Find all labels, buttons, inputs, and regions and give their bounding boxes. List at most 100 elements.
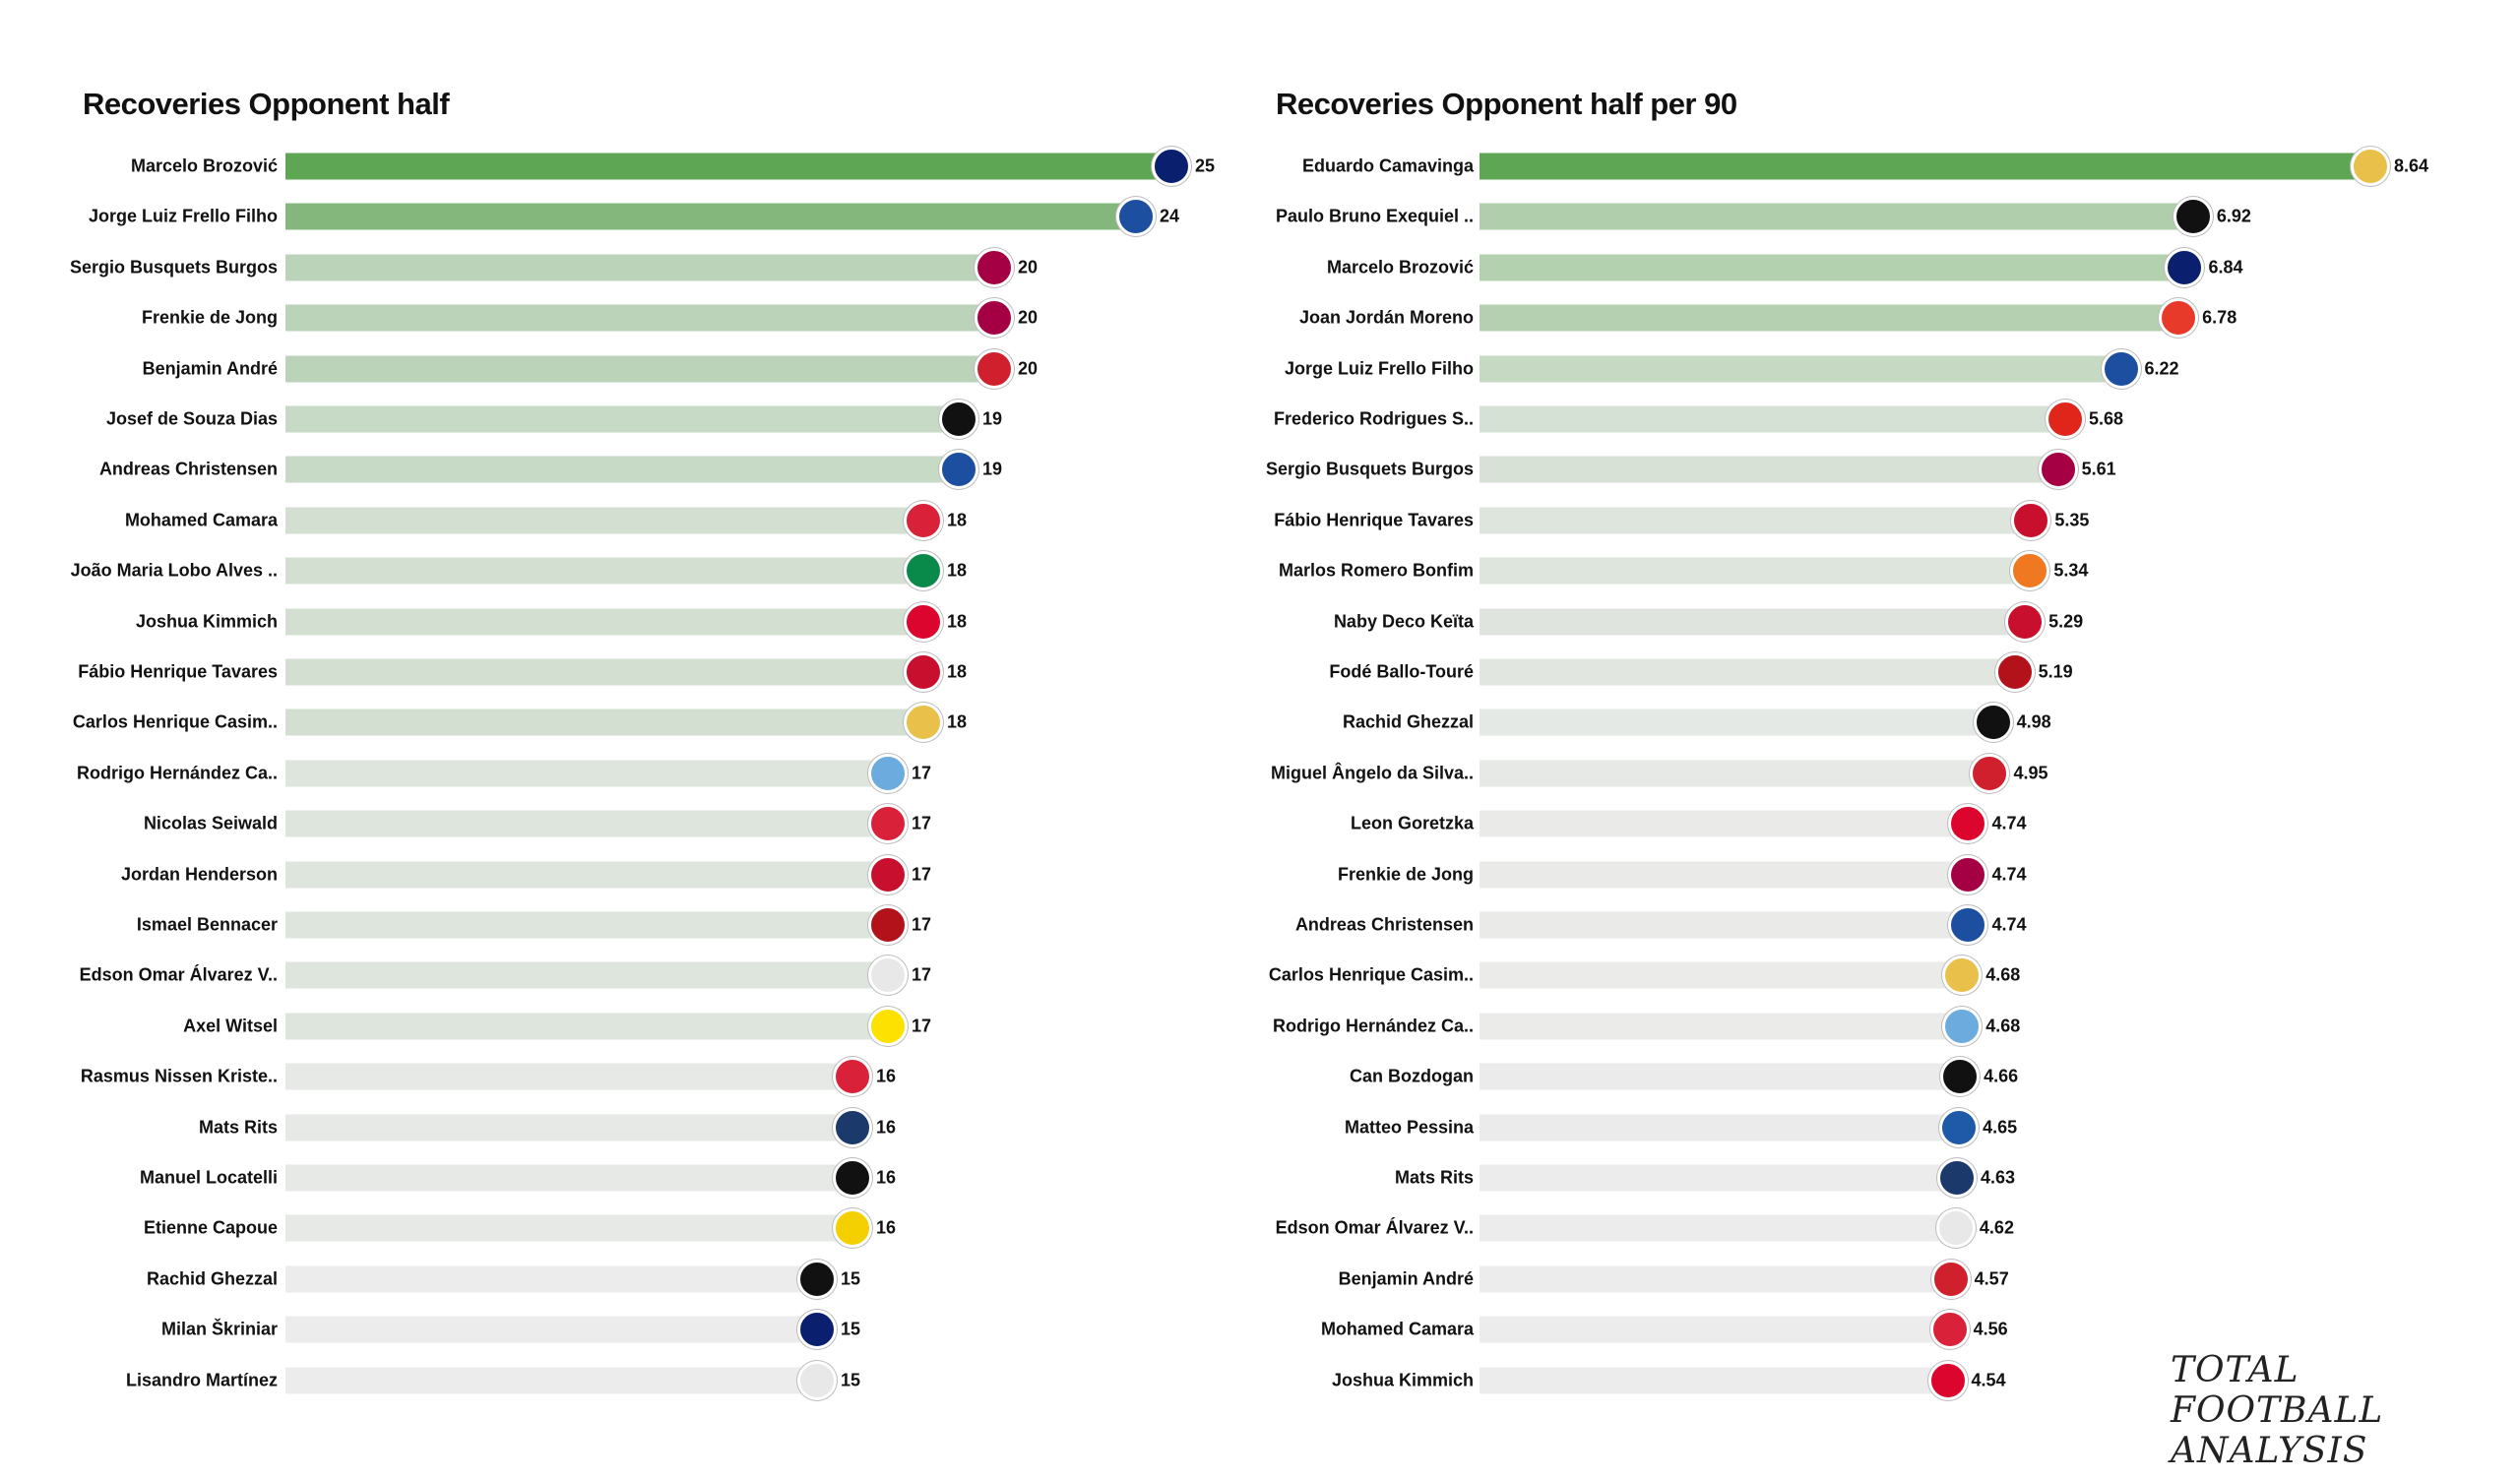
category-label: Milan Škriniar xyxy=(160,1319,278,1339)
category-label: Edson Omar Álvarez V.. xyxy=(79,964,278,985)
category-label: Marlos Romero Bonfim xyxy=(1278,560,1474,581)
value-label: 17 xyxy=(912,813,932,833)
value-label: 4.66 xyxy=(1984,1066,2019,1086)
bar xyxy=(1480,861,1969,889)
besiktas-crest-icon xyxy=(797,1259,837,1299)
bayern-crest-icon xyxy=(904,601,943,642)
category-label: Eduardo Camavinga xyxy=(1301,155,1474,176)
category-label: Sergio Busquets Burgos xyxy=(1265,459,1474,479)
value-label: 5.29 xyxy=(2048,611,2084,632)
category-label: Can Bozdogan xyxy=(1350,1066,1474,1086)
bar xyxy=(1480,1164,1957,1192)
besiktas-crest-icon xyxy=(1973,703,2013,743)
bar xyxy=(1480,760,1990,787)
bar xyxy=(285,1214,852,1242)
chelsea-crest-icon xyxy=(1116,197,1156,237)
bar xyxy=(1480,1316,1950,1343)
category-label: Joan Jordán Moreno xyxy=(1298,307,1474,328)
value-label: 4.74 xyxy=(1991,864,2027,885)
besiktas-crest-icon xyxy=(1940,1057,1981,1097)
value-label: 4.65 xyxy=(1983,1117,2018,1138)
bar xyxy=(1480,254,2185,281)
bar xyxy=(1480,658,2015,686)
category-label: Sergio Busquets Burgos xyxy=(69,257,278,278)
value-label: 5.35 xyxy=(2054,510,2090,530)
category-label: Rodrigo Hernández Ca.. xyxy=(76,763,278,783)
value-label: 6.78 xyxy=(2202,307,2237,328)
category-label: Rachid Ghezzal xyxy=(1342,711,1474,732)
value-label: 5.68 xyxy=(2088,408,2123,429)
value-label: 20 xyxy=(1018,257,1039,278)
bar xyxy=(285,709,923,736)
value-label: 24 xyxy=(1160,206,1180,226)
bar xyxy=(1480,1114,1960,1141)
salzburg-crest-icon xyxy=(833,1057,872,1097)
value-label: 18 xyxy=(947,711,968,732)
liverpool-crest-icon xyxy=(904,652,943,692)
salzburg-crest-icon xyxy=(868,804,908,844)
inter-crest-icon xyxy=(2165,247,2205,287)
chelsea-crest-icon xyxy=(939,450,978,490)
category-label: Manuel Locatelli xyxy=(139,1167,278,1188)
category-label: Ismael Bennacer xyxy=(136,914,278,935)
bar xyxy=(285,507,923,534)
liverpool-crest-icon xyxy=(2005,601,2046,642)
value-label: 4.74 xyxy=(1991,813,2027,833)
value-label: 15 xyxy=(841,1370,861,1390)
bar xyxy=(1480,608,2026,636)
category-label: Frenkie de Jong xyxy=(141,307,278,328)
value-label: 17 xyxy=(912,1016,932,1036)
liverpool-crest-icon xyxy=(2011,500,2051,540)
bar xyxy=(285,1063,852,1090)
bar xyxy=(285,861,888,889)
category-label: Fodé Ballo-Touré xyxy=(1329,661,1474,682)
value-label: 15 xyxy=(841,1268,861,1289)
chart-title-left: Recoveries Opponent half xyxy=(83,87,450,121)
category-label: Rasmus Nissen Kriste.. xyxy=(80,1066,278,1086)
lille-crest-icon xyxy=(975,348,1014,389)
bar xyxy=(285,1013,888,1040)
value-label: 16 xyxy=(876,1066,897,1086)
ajax-crest-icon xyxy=(797,1360,837,1400)
shakhtar-crest-icon xyxy=(2010,551,2050,591)
value-label: 4.68 xyxy=(1985,1016,2021,1036)
bar xyxy=(285,456,959,483)
bar xyxy=(285,557,923,585)
category-label: Benjamin André xyxy=(142,358,278,379)
man-utd-crest-icon xyxy=(2045,400,2085,439)
bar xyxy=(1480,203,2193,230)
barcelona-crest-icon xyxy=(1948,854,1988,894)
value-label: 6.22 xyxy=(2144,358,2179,379)
ajax-crest-icon xyxy=(1935,1208,1976,1249)
value-label: 5.34 xyxy=(2053,560,2089,581)
inter-crest-icon xyxy=(797,1310,837,1350)
value-label: 19 xyxy=(982,408,1003,429)
category-label: Mats Rits xyxy=(198,1117,278,1138)
value-label: 4.74 xyxy=(1991,914,2027,935)
category-label: Jordan Henderson xyxy=(120,864,278,885)
value-label: 6.84 xyxy=(2208,257,2243,278)
value-label: 18 xyxy=(947,661,968,682)
club-brugge-crest-icon xyxy=(833,1107,872,1147)
bar xyxy=(285,911,888,939)
value-label: 18 xyxy=(947,510,968,530)
lille-crest-icon xyxy=(1970,753,2010,793)
bar xyxy=(285,1265,817,1293)
bar xyxy=(285,658,923,686)
barcelona-crest-icon xyxy=(975,298,1014,339)
juventus-crest-icon xyxy=(2173,197,2213,237)
salzburg-crest-icon xyxy=(904,500,943,540)
category-label: Fábio Henrique Tavares xyxy=(78,661,278,682)
bar xyxy=(1480,304,2179,332)
bar xyxy=(1480,153,2370,180)
bayern-crest-icon xyxy=(1927,1360,1968,1400)
category-label: Matteo Pessina xyxy=(1344,1117,1474,1138)
lille-crest-icon xyxy=(1930,1259,1971,1299)
salzburg-crest-icon xyxy=(1929,1310,1970,1350)
bar xyxy=(285,254,994,281)
value-label: 20 xyxy=(1018,358,1039,379)
value-label: 4.56 xyxy=(1973,1319,2008,1339)
milan-crest-icon xyxy=(1994,652,2035,692)
value-label: 17 xyxy=(912,763,932,783)
bar xyxy=(285,203,1136,230)
